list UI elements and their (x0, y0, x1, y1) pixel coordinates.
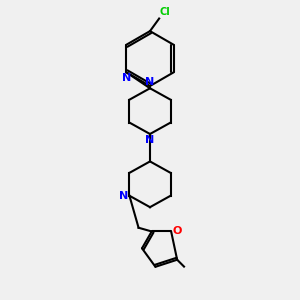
Text: N: N (122, 74, 131, 83)
Text: N: N (119, 191, 128, 201)
Text: N: N (146, 135, 154, 145)
Text: O: O (172, 226, 182, 236)
Text: N: N (146, 77, 154, 87)
Text: Cl: Cl (160, 7, 170, 17)
